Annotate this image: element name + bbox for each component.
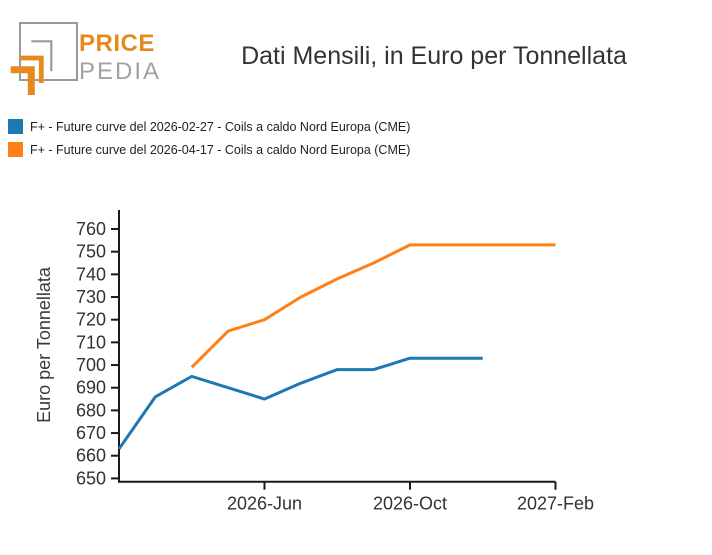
chart: 650 660 670 680 690 700 710 720 730 740 750 760 2026… — [0, 195, 712, 530]
logo-text-pedia: PEDIA — [79, 58, 161, 85]
x-tick-label: 2026-Oct — [373, 494, 447, 514]
logo-square-outline — [19, 22, 78, 81]
logo-bracket-orange-mid — [19, 55, 44, 83]
legend-item: F+ - Future curve del 2026-04-17 - Coils… — [8, 142, 410, 157]
y-tick-label: 650 — [76, 468, 106, 488]
x-tick-label: 2027-Feb — [517, 494, 594, 514]
logo-text-price: PRICE — [79, 30, 155, 57]
pricepedia-logo: PRICE PEDIA — [10, 22, 161, 95]
legend-item: F+ - Future curve del 2026-02-27 - Coils… — [8, 119, 410, 134]
y-tick-label: 740 — [76, 264, 106, 284]
y-tick-label: 660 — [76, 446, 106, 466]
legend-label: F+ - Future curve del 2026-02-27 - Coils… — [30, 119, 411, 134]
logo-mark — [10, 22, 78, 95]
y-tick-label: 750 — [76, 242, 106, 262]
y-tick-label: 720 — [76, 310, 106, 330]
y-tick-label: 760 — [76, 219, 106, 239]
series-line-1 — [190, 243, 556, 369]
series-line-0 — [117, 356, 483, 450]
legend-label: F+ - Future curve del 2026-04-17 - Coils… — [30, 142, 411, 157]
logo-bracket-orange-big — [10, 66, 35, 95]
y-tick-label: 700 — [76, 355, 106, 375]
y-tick-label: 670 — [76, 423, 106, 443]
y-tick-label: 710 — [76, 332, 106, 352]
y-tick-label: 690 — [76, 378, 106, 398]
legend: F+ - Future curve del 2026-02-27 - Coils… — [8, 119, 410, 165]
logo-bracket-gray — [31, 40, 53, 72]
chart-title: Dati Mensili, in Euro per Tonnellata — [241, 42, 627, 70]
legend-swatch-orange — [8, 142, 23, 157]
y-tick-label: 680 — [76, 400, 106, 420]
x-tick-label: 2026-Jun — [227, 494, 302, 514]
axis-lines — [118, 210, 556, 483]
legend-swatch-blue — [8, 119, 23, 134]
y-axis-label: Euro per Tonnellata — [34, 266, 54, 423]
y-tick-label: 730 — [76, 287, 106, 307]
